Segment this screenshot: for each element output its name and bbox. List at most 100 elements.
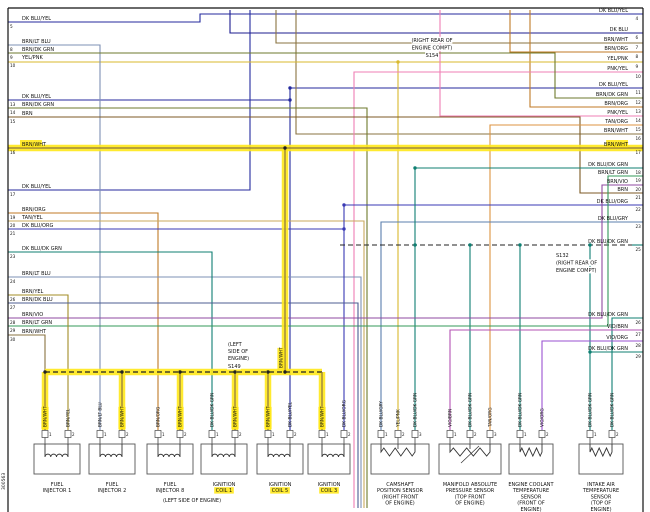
terminal-number: 1 (454, 432, 457, 437)
terminal (231, 430, 239, 438)
terminal-number: 3 (419, 432, 422, 437)
right-pin-label: VIO/BRN (607, 324, 628, 330)
wire-code-label: VIO/ORG (540, 408, 546, 427)
annotation-bg (227, 340, 244, 348)
component-label-line: PRESSURE SENSOR (446, 488, 495, 494)
component-label-line: OF ENGINE) (455, 501, 485, 507)
annotation-bg (555, 251, 569, 259)
left-pin-number: 30 (10, 337, 16, 342)
wire-brn (8, 116, 643, 194)
right-pin-label: BRN/VIO (607, 179, 628, 185)
wire-brn-yel (8, 294, 69, 430)
component-label-line: ENGINE) (590, 507, 611, 512)
highlight-stroke (214, 487, 234, 494)
left-side-engine-caption: (LEFT SIDE OF ENGINE) (163, 498, 221, 504)
highlight-stroke (231, 406, 239, 429)
component-label-line: INTAKE AIR (587, 482, 615, 488)
terminal-number: 2 (546, 432, 549, 437)
wire-code-label: DK BLU/DK GRN (468, 393, 474, 427)
wire-brn-wht (8, 334, 46, 372)
wire-brn-lt-blu (8, 276, 362, 508)
terminal-number: 2 (616, 432, 619, 437)
coil-symbol (267, 444, 291, 458)
component-label-line: INJECTOR 2 (98, 488, 127, 494)
wire-brn-wht (295, 10, 643, 135)
terminal (486, 430, 494, 438)
highlight-stroke (118, 406, 126, 429)
wire-code-label: BRN/WHT (279, 347, 285, 368)
terminal-number: 2 (239, 432, 242, 437)
right-pin-label: DK BLU/ORG (597, 199, 628, 205)
component-box (256, 443, 304, 475)
component-label-line: SENSOR (591, 494, 612, 500)
right-pin-number: 28 (636, 343, 642, 348)
right-pin-label: PNK/YEL (607, 66, 628, 72)
terminal-number: 2 (402, 432, 405, 437)
wire-pnk-yel (353, 71, 643, 508)
component-box (33, 443, 81, 475)
splice-dot (233, 370, 237, 374)
terminal (516, 430, 524, 438)
resistor-symbol (589, 444, 613, 458)
component-box (370, 443, 430, 475)
component-label-line: (TOP FRONT (455, 494, 487, 500)
left-pin-number: 16 (10, 150, 16, 155)
right-pin-number: 15 (636, 127, 642, 132)
wire-tan-yel (8, 220, 365, 508)
left-pin-label: DK BLU/YEL (22, 94, 51, 100)
terminal (41, 430, 49, 438)
highlight-stroke (606, 140, 628, 148)
component-label-line: MANIFOLD ABSOLUTE (443, 482, 497, 488)
right-pin-label: TAN/ORG (604, 119, 628, 125)
left-pin-label: BRN/LT BLU (22, 271, 51, 277)
annotation-line: ENGINE COMPT) (412, 46, 453, 52)
component-label-line: (TOP OF (591, 501, 611, 507)
component-box (307, 443, 351, 475)
terminal-number: 2 (184, 432, 187, 437)
component-box (508, 443, 554, 475)
component-label-line: TEMPERATURE (512, 488, 549, 494)
component-box (146, 443, 194, 475)
wire-code-label: DK BLU/YEL (288, 401, 294, 427)
left-pin-label: BRN/DK GRN (22, 102, 54, 108)
terminal (377, 430, 385, 438)
terminal (394, 430, 402, 438)
splice-dot (288, 98, 292, 102)
highlight-stroke (319, 487, 339, 494)
splice-dot (413, 166, 417, 170)
wire-dk-blu-yel (8, 13, 643, 23)
wire-brn-org (8, 212, 159, 430)
highlight-stroke (277, 347, 285, 370)
left-pin-label: DK BLU/YEL (22, 16, 51, 22)
highlight-stroke (318, 406, 326, 429)
terminal-number: 2 (474, 432, 477, 437)
wire-dk-blu-yel (8, 10, 251, 191)
splice-dot (283, 146, 287, 150)
annotation-bg (555, 259, 596, 266)
component-label-line: FUEL (164, 482, 177, 488)
component-label-line: ENGINE) (520, 507, 541, 512)
left-pin-label: BRN/WHT (22, 329, 47, 335)
terminal (64, 430, 72, 438)
splice-dot (413, 243, 417, 247)
left-pin-label: BRN/LT BLU (22, 39, 51, 45)
right-pin-label: PNK/YEL (607, 110, 628, 116)
left-pin-label: BRN/DK GRN (22, 47, 54, 53)
wire-code-label: VIO/BRN (448, 409, 454, 427)
splice-dot (283, 370, 287, 374)
terminal (176, 430, 184, 438)
wire-brn-lt-blu (8, 44, 101, 430)
terminal-number: 2 (72, 432, 75, 437)
right-pin-label: BRN/WHT (604, 142, 629, 148)
splice-dot (588, 350, 592, 354)
component-label-line: IGNITION (213, 482, 236, 488)
coil-symbol (321, 444, 345, 458)
wire-code-label: BRN/YEL (66, 408, 72, 427)
wire-code-label: DK BLU/DK GRN (518, 393, 524, 427)
left-pin-label: TAN/YEL (21, 215, 43, 221)
left-pin-label: YEL/PNK (21, 55, 43, 61)
